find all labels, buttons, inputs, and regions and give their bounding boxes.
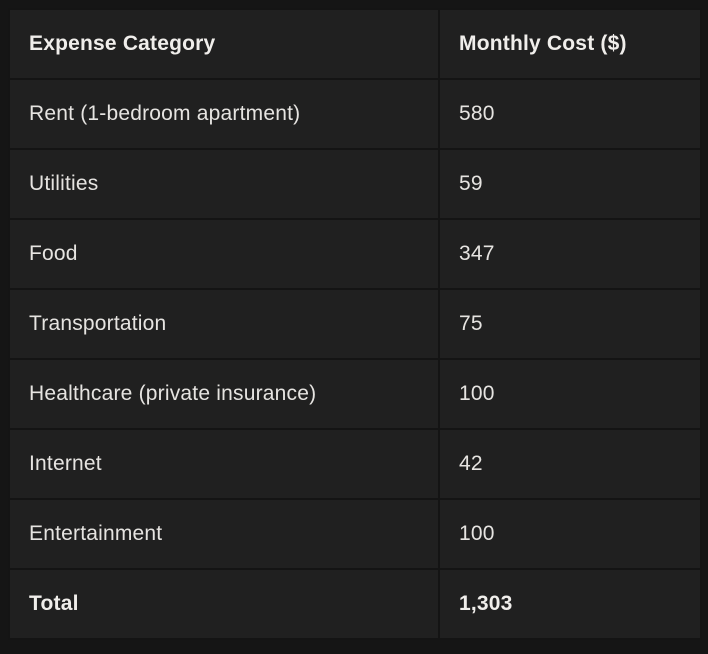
cell-cost: 347	[438, 218, 702, 290]
table-row: Entertainment 100	[8, 498, 702, 570]
column-header-cost: Monthly Cost ($)	[438, 8, 702, 80]
table-row: Transportation 75	[8, 288, 702, 360]
table-row: Internet 42	[8, 428, 702, 500]
cell-cost: 42	[438, 428, 702, 500]
expense-table-header: Expense Category Monthly Cost ($)	[8, 8, 702, 80]
cell-category: Healthcare (private insurance)	[8, 358, 440, 430]
table-row: Healthcare (private insurance) 100	[8, 358, 702, 430]
table-row: Food 347	[8, 218, 702, 290]
expense-table-body: Rent (1-bedroom apartment) 580 Utilities…	[8, 78, 702, 640]
cell-cost-total: 1,303	[438, 568, 702, 640]
cell-cost: 100	[438, 358, 702, 430]
cell-category: Rent (1-bedroom apartment)	[8, 78, 440, 150]
cell-category-total: Total	[8, 568, 440, 640]
cell-category: Entertainment	[8, 498, 440, 570]
cell-category: Transportation	[8, 288, 440, 360]
header-row: Expense Category Monthly Cost ($)	[8, 8, 702, 80]
cell-cost: 75	[438, 288, 702, 360]
table-row: Rent (1-bedroom apartment) 580	[8, 78, 702, 150]
column-header-category: Expense Category	[8, 8, 440, 80]
cell-cost: 100	[438, 498, 702, 570]
cell-cost: 580	[438, 78, 702, 150]
cell-category: Food	[8, 218, 440, 290]
table-row: Utilities 59	[8, 148, 702, 220]
cell-category: Utilities	[8, 148, 440, 220]
expense-table: Expense Category Monthly Cost ($) Rent (…	[8, 8, 702, 640]
table-row-total: Total 1,303	[8, 568, 702, 640]
cell-cost: 59	[438, 148, 702, 220]
cell-category: Internet	[8, 428, 440, 500]
